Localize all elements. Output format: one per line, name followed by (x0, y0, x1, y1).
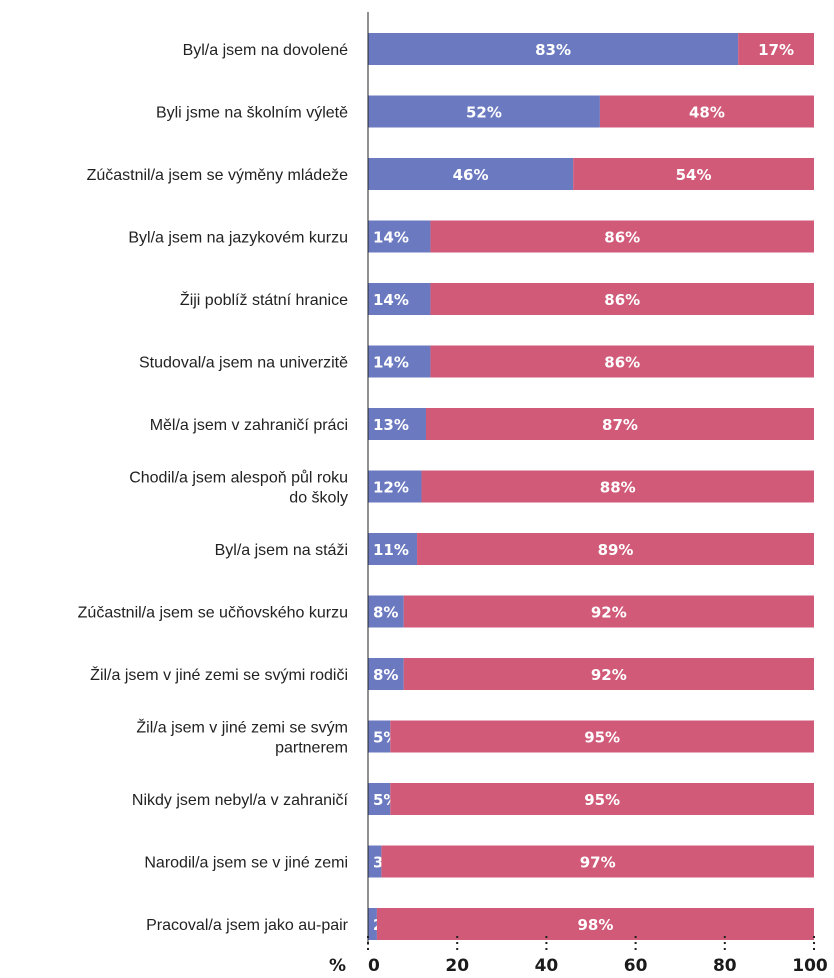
category-label: Byl/a jsem na dovolené (183, 42, 349, 59)
data-label: 87% (602, 416, 638, 434)
bar-segment-secondary (573, 158, 814, 190)
x-tick-label: 40 (535, 956, 559, 976)
bar-segment-secondary (425, 408, 814, 440)
category-label-line: Zúčastnil/a jsem se učňovského kurzu (78, 605, 348, 622)
bar-segment-secondary (430, 283, 814, 315)
data-label: 14% (373, 354, 409, 372)
data-label: 95% (584, 791, 620, 809)
category-label-line: partnerem (275, 740, 348, 757)
bar-segment-primary (368, 283, 431, 315)
category-label-line: Žiji poblíž státní hranice (180, 290, 348, 309)
bar-segment-secondary (403, 658, 814, 690)
bar-segment-primary (368, 783, 391, 815)
data-label: 14% (373, 291, 409, 309)
x-tick-label: 0 (368, 956, 380, 976)
bar-segment-primary (368, 533, 418, 565)
bar-segment-secondary (390, 783, 814, 815)
category-label-line: Chodil/a jsem alespoň půl roku (129, 469, 348, 487)
category-label-line: Žil/a jsem v jiné zemi se svými rodiči (90, 665, 348, 684)
category-label: Narodil/a jsem se v jiné zemi (144, 855, 348, 872)
data-label: 97% (580, 854, 616, 872)
bar-segment-secondary (381, 845, 814, 878)
category-label-line: Byl/a jsem na jazykovém kurzu (128, 230, 348, 247)
bar-segment-secondary (403, 595, 814, 628)
x-tick-label: 100 (792, 956, 828, 976)
data-label: 17% (758, 41, 794, 59)
bar-segment-secondary (430, 345, 814, 378)
category-label-line: Byl/a jsem na dovolené (183, 42, 349, 59)
bar-segment-primary (368, 720, 391, 753)
bar-segment-secondary (421, 470, 814, 503)
bar-segment-secondary (430, 220, 814, 253)
data-label: 8% (373, 666, 398, 684)
category-label: Chodil/a jsem alespoň půl roku do školy (129, 469, 348, 507)
category-label-line: Byl/a jsem na stáži (215, 542, 348, 559)
category-label-line: Narodil/a jsem se v jiné zemi (144, 855, 348, 872)
category-label: Zúčastnil/a jsem se učňovského kurzu (78, 605, 348, 622)
bar-segment-secondary (599, 95, 814, 128)
category-label-line: Nikdy jsem nebyl/a v zahraničí (132, 792, 349, 809)
bar-segment-secondary (376, 908, 814, 940)
category-labels-layer: Byl/a jsem na dovolené Byli jsme na školn… (78, 42, 349, 934)
category-label-line: Byli jsme na školním výletě (156, 105, 348, 122)
data-label: 95% (584, 729, 620, 747)
data-label: 46% (453, 166, 489, 184)
bar-segment-primary (368, 345, 431, 378)
data-label: 88% (600, 479, 636, 497)
data-label: 92% (591, 604, 627, 622)
category-label: Studoval/a jsem na univerzitě (139, 355, 348, 372)
data-label: 92% (591, 666, 627, 684)
category-label-line: Žil/a jsem v jiné zemi se svým (136, 718, 348, 737)
bar-segment-primary (368, 220, 431, 253)
bar-segment-primary (368, 658, 404, 690)
x-tick-label: 60 (624, 956, 648, 976)
data-label: 89% (598, 541, 634, 559)
category-label: Žil/a jsem v jiné zemi se svými rodiči (90, 665, 348, 684)
data-label: 83% (535, 41, 571, 59)
bar-segment-primary (368, 908, 377, 940)
bars-layer: 83% 17% 52% 48% 46% 54% 14% 86% 14% 86% 14% 86% 13% 8… (368, 33, 814, 940)
data-label: 14% (373, 229, 409, 247)
data-label: 8% (373, 604, 398, 622)
category-label: Nikdy jsem nebyl/a v zahraničí (132, 792, 349, 809)
category-label-line: do školy (289, 490, 348, 507)
bar-segment-primary (368, 408, 426, 440)
category-label: Byli jsme na školním výletě (156, 105, 348, 122)
bar-segment-primary (368, 158, 574, 190)
category-label-line: Zúčastnil/a jsem se výměny mládeže (87, 167, 349, 184)
bar-segment-primary (368, 595, 404, 628)
bar-segment-primary (368, 470, 422, 503)
x-axis: % 0 20 40 60 80 100 (329, 12, 828, 976)
data-label: 13% (373, 416, 409, 434)
category-label: Měl/a jsem v zahraničí práci (150, 417, 348, 434)
x-tick-label: 20 (445, 956, 469, 976)
bar-segment-secondary (390, 720, 814, 753)
x-tick-label: 80 (713, 956, 737, 976)
data-label: 86% (604, 291, 640, 309)
bar-segment-primary (368, 95, 600, 128)
category-label: Byl/a jsem na stáži (215, 542, 348, 559)
x-axis-unit-label: % (329, 956, 346, 976)
category-label-line: Měl/a jsem v zahraničí práci (150, 417, 348, 434)
category-label: Zúčastnil/a jsem se výměny mládeže (87, 167, 349, 184)
category-label: Byl/a jsem na jazykovém kurzu (128, 230, 348, 247)
bar-segment-secondary (417, 533, 814, 565)
data-label: 86% (604, 354, 640, 372)
data-label: 12% (373, 479, 409, 497)
data-label: 52% (466, 104, 502, 122)
bar-segment-primary (368, 845, 382, 878)
data-label: 86% (604, 229, 640, 247)
bar-segment-secondary (738, 33, 814, 65)
data-label: 48% (689, 104, 725, 122)
category-label-line: Pracoval/a jsem jako au-pair (146, 917, 349, 934)
data-label: 54% (676, 166, 712, 184)
category-label: Žiji poblíž státní hranice (180, 290, 348, 309)
category-label: Pracoval/a jsem jako au-pair (146, 917, 349, 934)
category-label-line: Studoval/a jsem na univerzitě (139, 355, 348, 372)
bar-segment-primary (368, 33, 739, 65)
data-label: 98% (578, 916, 614, 934)
category-label: Žil/a jsem v jiné zemi se svým partnerem (136, 718, 348, 757)
data-label: 11% (373, 541, 409, 559)
